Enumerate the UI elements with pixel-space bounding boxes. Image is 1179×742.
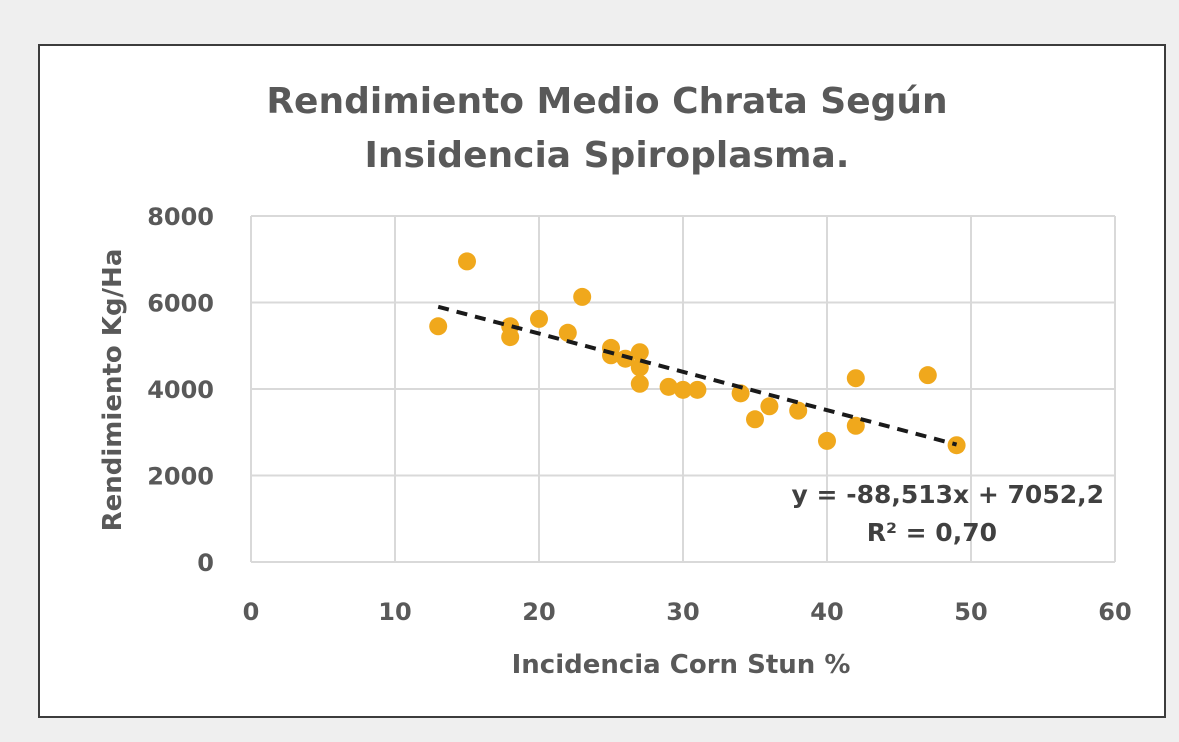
x-axis-ticks: 0 10 20 30 40 50 60 <box>243 598 1132 626</box>
data-point <box>501 328 520 347</box>
data-point <box>630 374 649 393</box>
data-point <box>558 323 577 342</box>
chart-title-line-1: Rendimiento Medio Chrata Según <box>266 81 947 122</box>
trendline-r-squared: R² = 0,70 <box>867 518 997 547</box>
y-tick-label: 8000 <box>147 203 214 231</box>
x-tick-label: 60 <box>1098 598 1131 626</box>
x-tick-label: 20 <box>522 598 555 626</box>
data-point <box>530 309 548 328</box>
y-axis-title: Rendimiento Kg/Ha <box>98 249 128 532</box>
data-point <box>659 377 678 396</box>
data-point <box>674 380 692 399</box>
data-point <box>947 436 966 455</box>
data-point <box>688 380 707 399</box>
data-point <box>630 343 649 362</box>
data-point <box>918 366 937 385</box>
data-point <box>616 349 635 368</box>
y-tick-label: 2000 <box>147 463 214 491</box>
data-point <box>458 252 476 271</box>
data-point <box>731 384 750 403</box>
data-points <box>429 252 966 455</box>
data-point <box>846 369 865 388</box>
x-tick-label: 40 <box>810 598 843 626</box>
trendline <box>437 304 958 447</box>
x-tick-label: 50 <box>954 598 987 626</box>
data-point <box>846 416 865 435</box>
x-tick-label: 30 <box>666 598 699 626</box>
chart-frame <box>38 44 1166 718</box>
chart-title-line-2: Insidencia Spiroplasma. <box>365 135 850 176</box>
y-tick-label: 0 <box>197 549 214 577</box>
trendline-equation: y = -88,513x + 7052,2 <box>792 480 1104 509</box>
x-tick-label: 10 <box>378 598 411 626</box>
data-point <box>760 397 779 416</box>
data-point <box>818 431 836 450</box>
x-tick-label: 0 <box>243 598 260 626</box>
data-point <box>789 401 808 420</box>
y-axis-ticks: 0 2000 4000 6000 8000 <box>147 203 214 577</box>
data-point <box>746 410 764 429</box>
y-tick-label: 6000 <box>147 290 214 318</box>
data-point <box>429 317 448 336</box>
chart-title: Rendimiento Medio Chrata Según Insidenci… <box>266 81 947 176</box>
x-axis-title: Incidencia Corn Stun % <box>512 650 851 680</box>
data-point <box>573 287 592 306</box>
y-tick-label: 4000 <box>147 376 214 404</box>
